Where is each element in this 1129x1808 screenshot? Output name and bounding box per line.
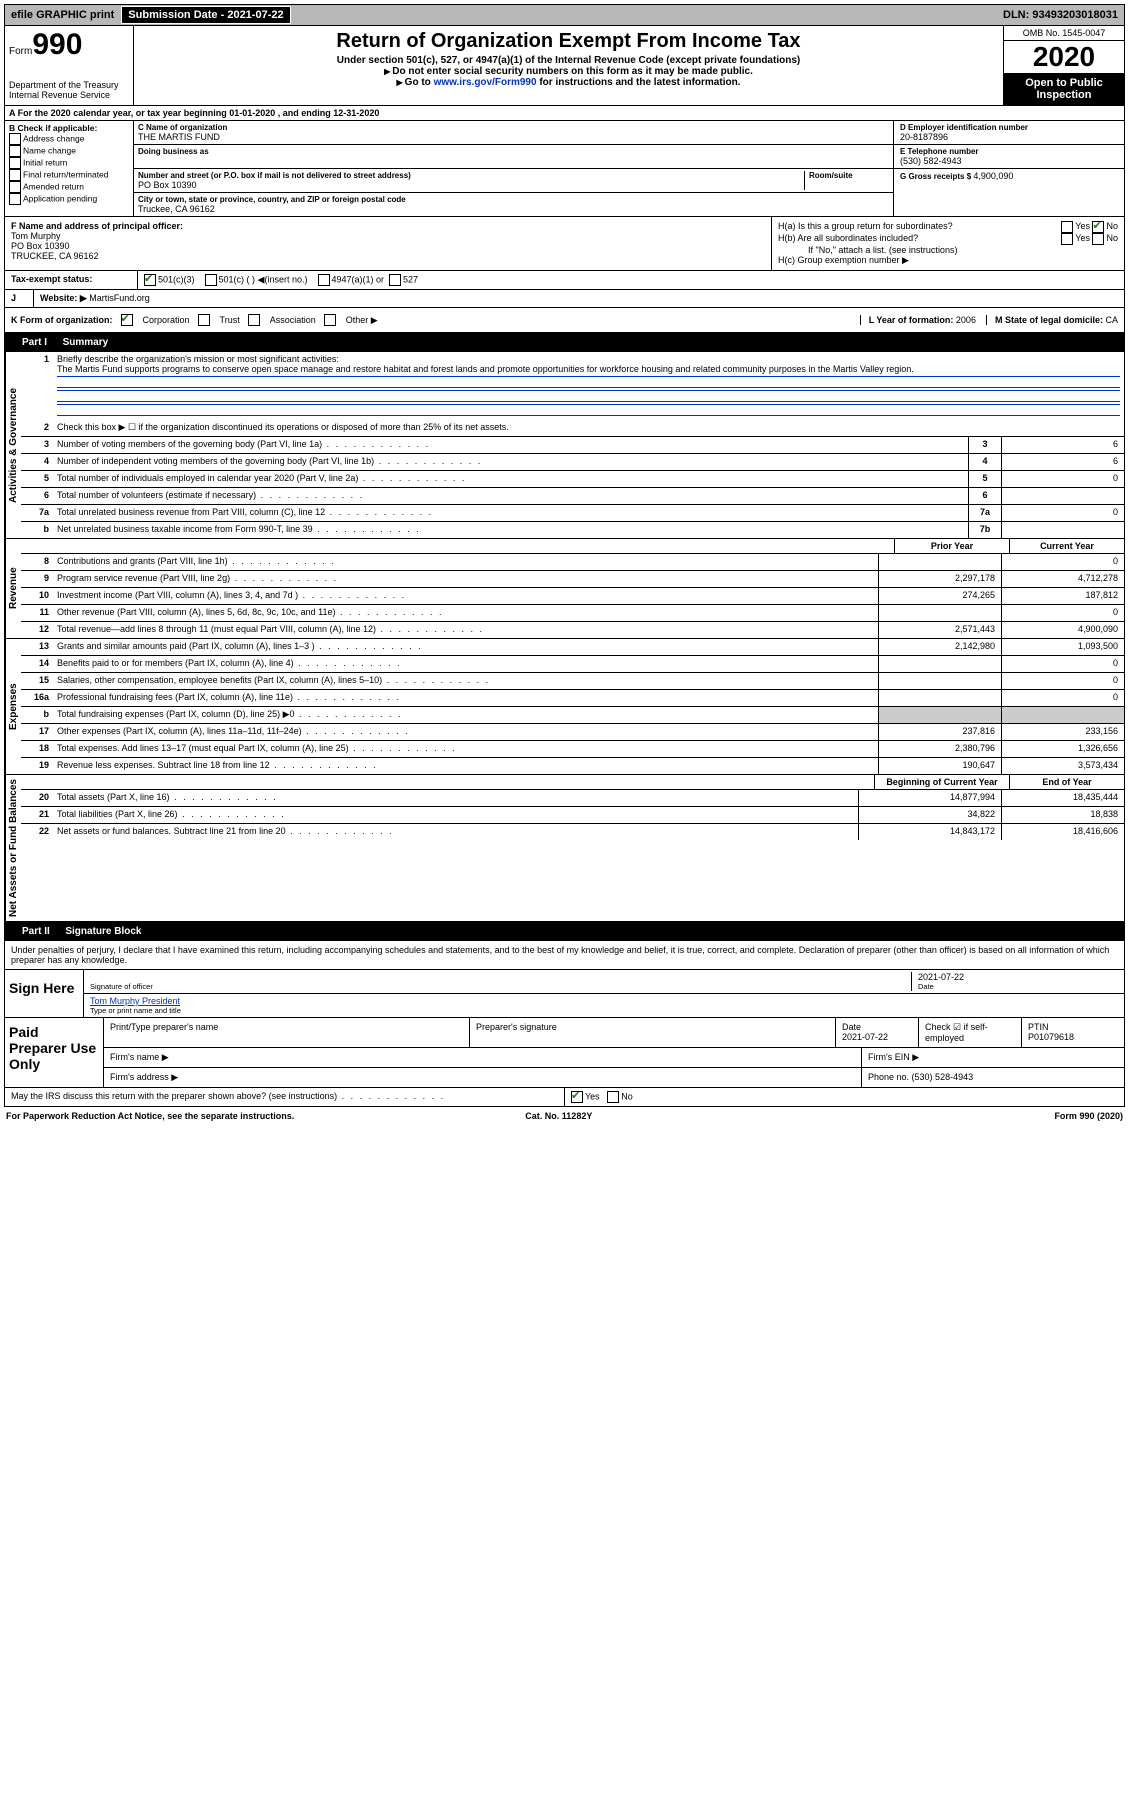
chk-4947[interactable]	[318, 274, 330, 286]
dept-label: Department of the Treasury Internal Reve…	[9, 80, 129, 100]
line-16a: 16a Professional fundraising fees (Part …	[21, 690, 1124, 707]
line-21: 21 Total liabilities (Part X, line 26) 3…	[21, 807, 1124, 824]
org-address: PO Box 10390	[138, 180, 804, 190]
part-2-header: Part II Signature Block	[4, 922, 1125, 941]
form-header: Form990 Department of the Treasury Inter…	[4, 26, 1125, 106]
chk-527[interactable]	[389, 274, 401, 286]
form-number-box: Form990 Department of the Treasury Inter…	[5, 26, 134, 105]
chk-other[interactable]	[324, 314, 336, 326]
instr-1: Do not enter social security numbers on …	[138, 66, 999, 77]
org-city: Truckee, CA 96162	[138, 204, 889, 214]
open-inspection: Open to Public Inspection	[1004, 73, 1124, 105]
form-title: Return of Organization Exempt From Incom…	[138, 30, 999, 53]
instr-2: Go to www.irs.gov/Form990 for instructio…	[138, 77, 999, 88]
form-year-box: OMB No. 1545-0047 2020 Open to Public In…	[1003, 26, 1124, 105]
chk-trust[interactable]	[198, 314, 210, 326]
line-b: b Net unrelated business taxable income …	[21, 522, 1124, 538]
line-19: 19 Revenue less expenses. Subtract line …	[21, 758, 1124, 774]
row-klm: K Form of organization: Corporation Trus…	[4, 308, 1125, 333]
chk-initial-return[interactable]: Initial return	[9, 157, 129, 169]
line-18: 18 Total expenses. Add lines 13–17 (must…	[21, 741, 1124, 758]
gross-receipts: 4,900,090	[973, 171, 1013, 181]
chk-address-change[interactable]: Address change	[9, 133, 129, 145]
chk-name-change[interactable]: Name change	[9, 145, 129, 157]
row-i: Tax-exempt status: 501(c)(3) 501(c) ( ) …	[4, 271, 1125, 290]
line-22: 22 Net assets or fund balances. Subtract…	[21, 824, 1124, 840]
website: MartisFund.org	[89, 293, 150, 303]
tax-year: 2020	[1004, 41, 1124, 73]
state-domicile: M State of legal domicile: CA	[986, 315, 1118, 325]
ein: 20-8187896	[900, 132, 1118, 142]
top-bar: efile GRAPHIC print Submission Date - 20…	[4, 4, 1125, 26]
line-12: 12 Total revenue—add lines 8 through 11 …	[21, 622, 1124, 638]
box-c: C Name of organization THE MARTIS FUND D…	[134, 121, 893, 216]
year-formation: L Year of formation: 2006	[860, 315, 976, 325]
vlabel-expenses: Expenses	[5, 639, 21, 774]
line-17: 17 Other expenses (Part IX, column (A), …	[21, 724, 1124, 741]
line-11: 11 Other revenue (Part VIII, column (A),…	[21, 605, 1124, 622]
efile-label: efile GRAPHIC print	[5, 7, 120, 23]
discuss-no[interactable]	[607, 1091, 619, 1103]
entity-section: B Check if applicable: Address change Na…	[4, 121, 1125, 217]
summary-netassets: Net Assets or Fund Balances Beginning of…	[4, 775, 1125, 922]
submission-date: Submission Date - 2021-07-22	[121, 6, 290, 24]
box-f: F Name and address of principal officer:…	[5, 217, 772, 270]
vlabel-revenue: Revenue	[5, 539, 21, 638]
line-13: 13 Grants and similar amounts paid (Part…	[21, 639, 1124, 656]
chk-amended[interactable]: Amended return	[9, 181, 129, 193]
form-subtitle: Under section 501(c), 527, or 4947(a)(1)…	[138, 55, 999, 66]
discuss-row: May the IRS discuss this return with the…	[4, 1088, 1125, 1107]
dln: DLN: 93493203018031	[997, 7, 1124, 23]
line-8: 8 Contributions and grants (Part VIII, l…	[21, 554, 1124, 571]
officer-name: Tom Murphy President	[90, 996, 180, 1006]
hb-no[interactable]	[1092, 233, 1104, 245]
phone: (530) 582-4943	[900, 156, 1118, 166]
box-b: B Check if applicable: Address change Na…	[5, 121, 134, 216]
line-5: 5 Total number of individuals employed i…	[21, 471, 1124, 488]
org-name: THE MARTIS FUND	[138, 132, 889, 142]
chk-app-pending[interactable]: Application pending	[9, 193, 129, 205]
ptin: P01079618	[1028, 1032, 1074, 1042]
irs-link[interactable]: www.irs.gov/Form990	[434, 77, 537, 88]
line-10: 10 Investment income (Part VIII, column …	[21, 588, 1124, 605]
omb-number: OMB No. 1545-0047	[1004, 26, 1124, 41]
page-footer: For Paperwork Reduction Act Notice, see …	[4, 1107, 1125, 1125]
line-20: 20 Total assets (Part X, line 16) 14,877…	[21, 790, 1124, 807]
summary-governance: Activities & Governance 1 Briefly descri…	[4, 352, 1125, 539]
sign-here: Sign Here Signature of officer 2021-07-2…	[4, 970, 1125, 1018]
line-15: 15 Salaries, other compensation, employe…	[21, 673, 1124, 690]
chk-501c3[interactable]	[144, 274, 156, 286]
line-b: b Total fundraising expenses (Part IX, c…	[21, 707, 1124, 724]
line-4: 4 Number of independent voting members o…	[21, 454, 1124, 471]
hb-yes[interactable]	[1061, 233, 1073, 245]
paid-preparer: Paid Preparer Use Only Print/Type prepar…	[4, 1018, 1125, 1088]
penalty-statement: Under penalties of perjury, I declare th…	[4, 941, 1125, 970]
line-3: 3 Number of voting members of the govern…	[21, 437, 1124, 454]
chk-assoc[interactable]	[248, 314, 260, 326]
line-6: 6 Total number of volunteers (estimate i…	[21, 488, 1124, 505]
chk-final-return[interactable]: Final return/terminated	[9, 169, 129, 181]
chk-501c[interactable]	[205, 274, 217, 286]
fh-section: F Name and address of principal officer:…	[4, 217, 1125, 271]
ha-yes[interactable]	[1061, 221, 1073, 233]
line-9: 9 Program service revenue (Part VIII, li…	[21, 571, 1124, 588]
ha-no[interactable]	[1092, 221, 1104, 233]
box-deg: D Employer identification number 20-8187…	[893, 121, 1124, 216]
line-7a: 7a Total unrelated business revenue from…	[21, 505, 1124, 522]
row-a-period: A For the 2020 calendar year, or tax yea…	[4, 106, 1125, 121]
vlabel-governance: Activities & Governance	[5, 352, 21, 538]
summary-expenses: Expenses 13 Grants and similar amounts p…	[4, 639, 1125, 775]
box-h: H(a) Is this a group return for subordin…	[772, 217, 1124, 270]
chk-corp[interactable]	[121, 314, 133, 326]
vlabel-netassets: Net Assets or Fund Balances	[5, 775, 21, 921]
part-1-header: Part I Summary	[4, 333, 1125, 352]
discuss-yes[interactable]	[571, 1091, 583, 1103]
mission-text: The Martis Fund supports programs to con…	[57, 364, 1120, 374]
summary-revenue: Revenue Prior YearCurrent Year 8 Contrib…	[4, 539, 1125, 639]
form-title-box: Return of Organization Exempt From Incom…	[134, 26, 1003, 105]
row-j: J Website: ▶ MartisFund.org	[4, 290, 1125, 308]
line-14: 14 Benefits paid to or for members (Part…	[21, 656, 1124, 673]
